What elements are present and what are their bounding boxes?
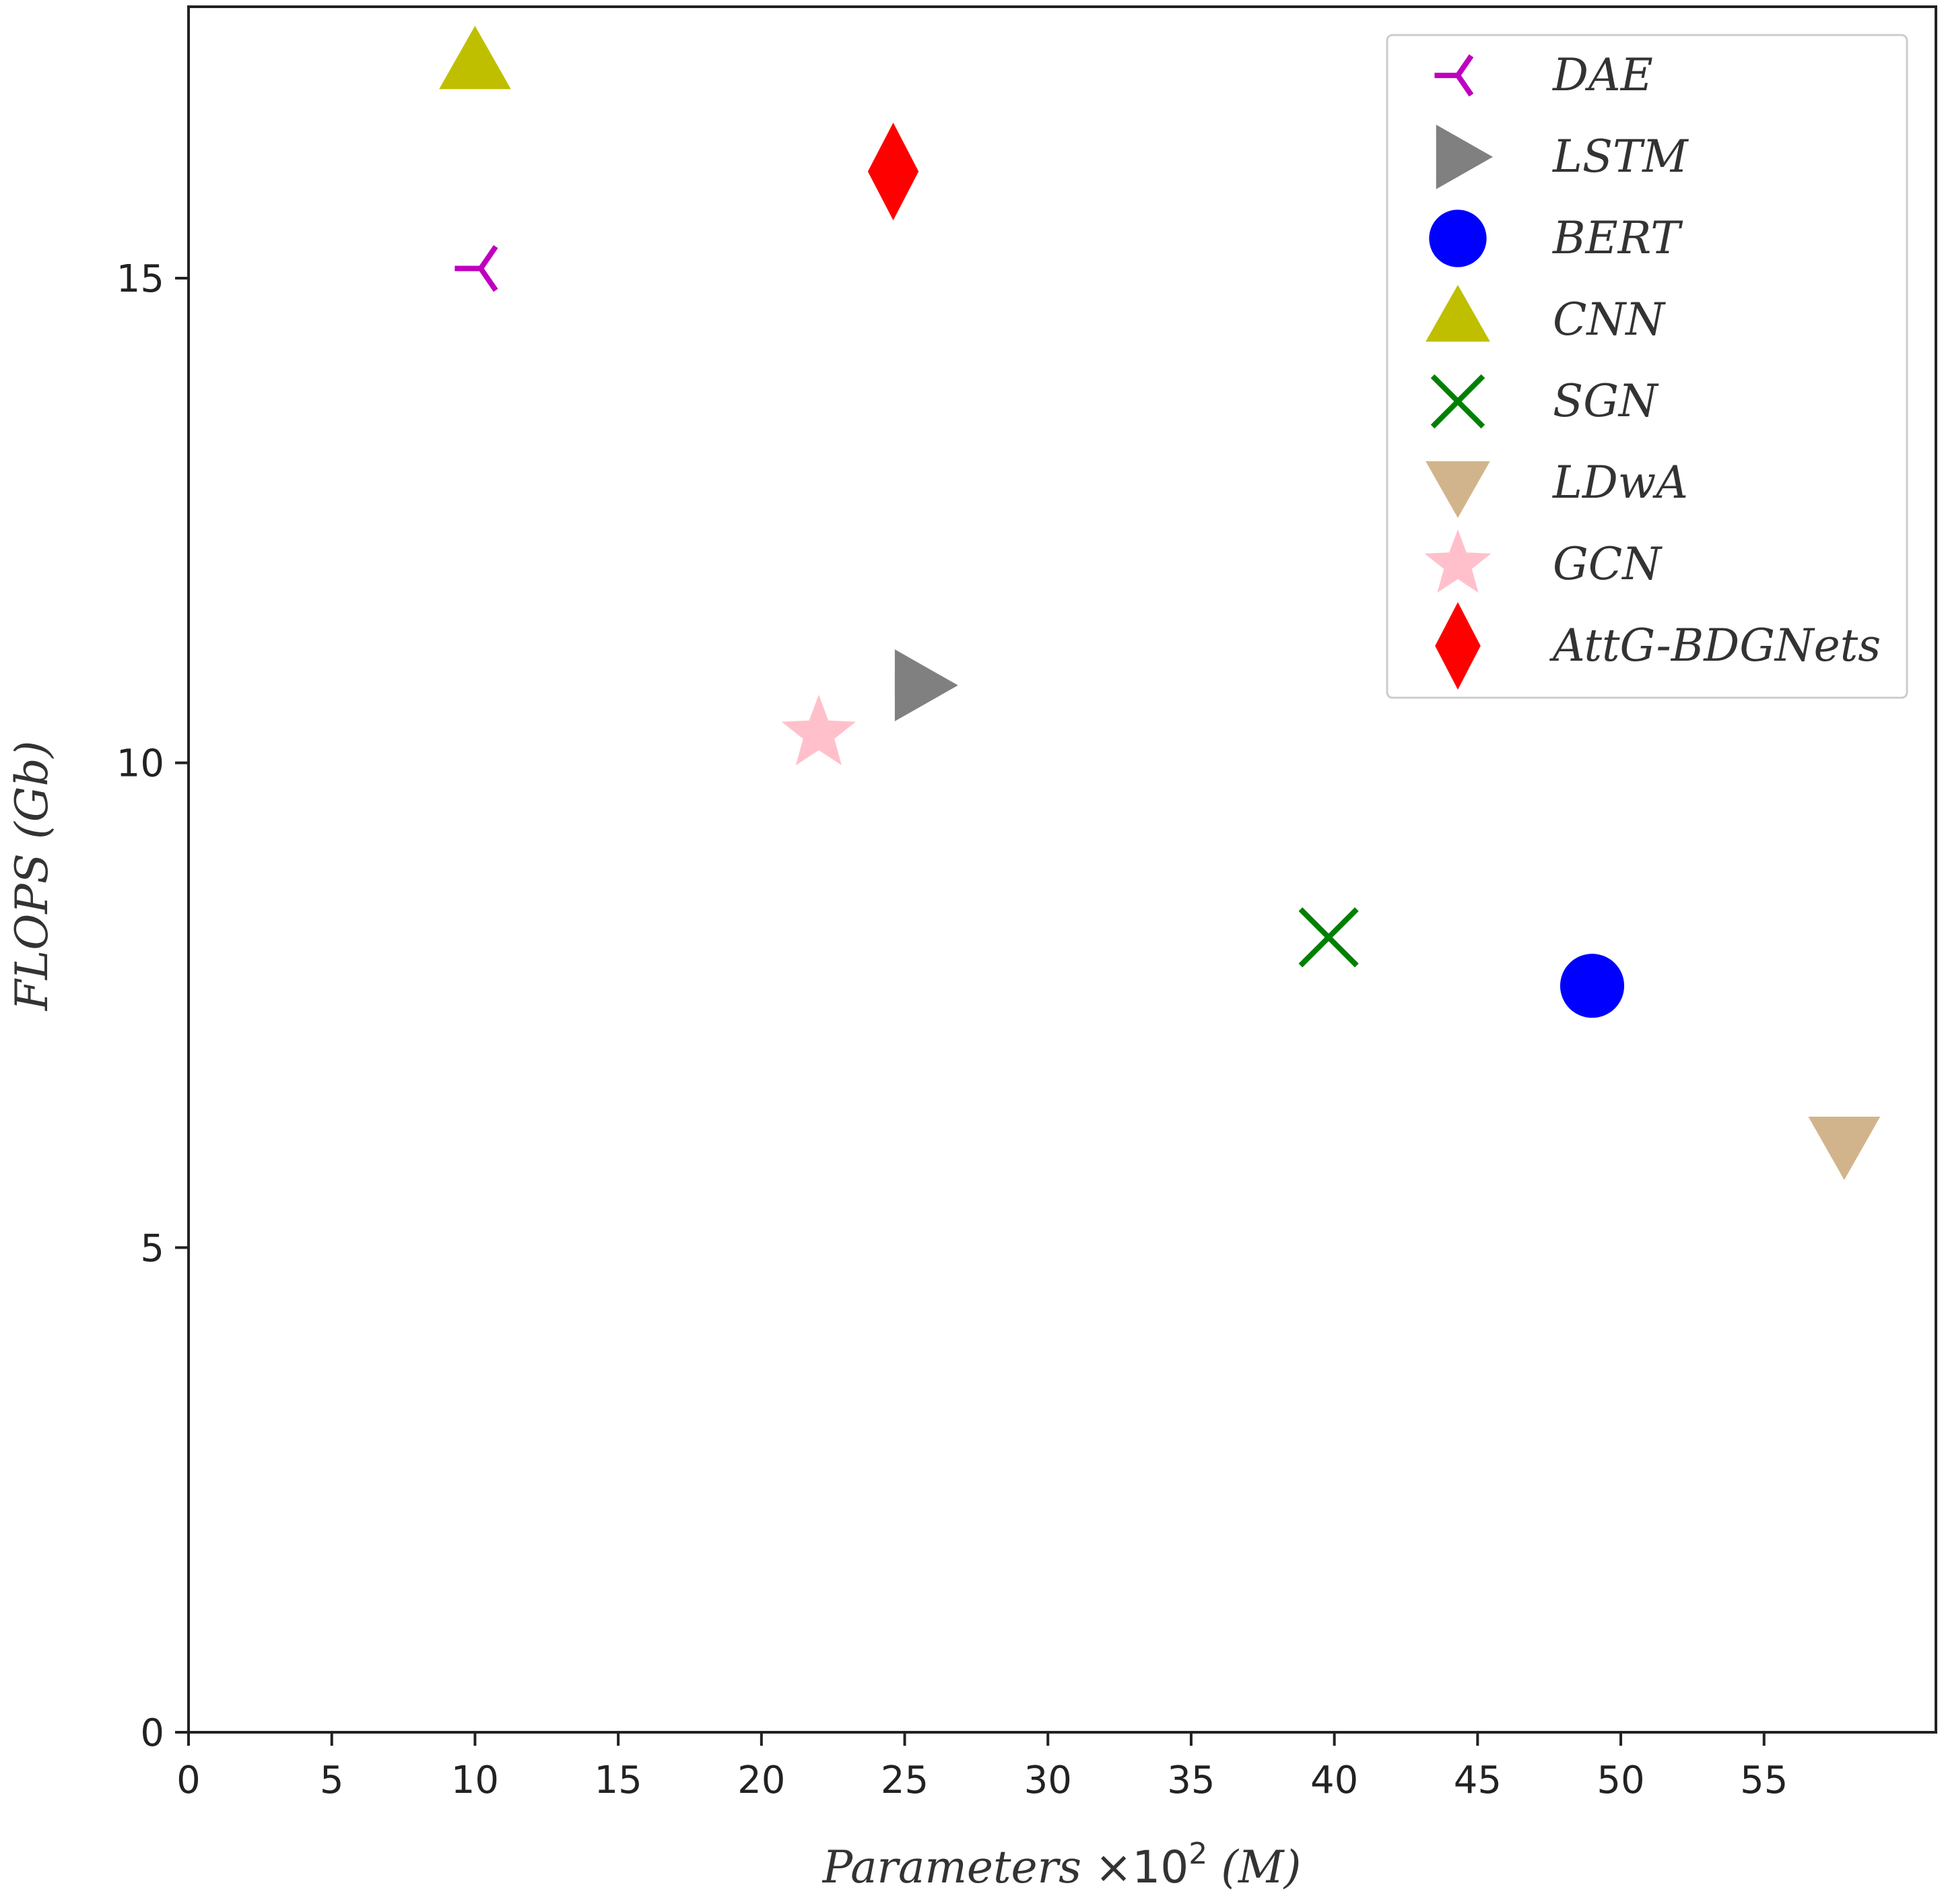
x-axis-title-multiplier: ×10 [1095,1841,1188,1893]
legend-label-lstm: LSTM [1552,131,1689,183]
x-axis-title-exponent: 2 [1188,1837,1207,1871]
legend-marker-gcn [1424,529,1491,593]
x-tick-label: 15 [594,1759,642,1802]
y-tick-label: 10 [116,742,164,786]
legend-label-dae: DAE [1552,49,1653,101]
legend-label-ldwa: LDwA [1552,457,1688,508]
x-tick-label: 50 [1597,1759,1644,1802]
x-axis-title: Parameters ×102 (M) [822,1837,1302,1893]
y-axis-ticks: 0 5 10 15 [116,257,189,1755]
legend-marker-attg-bdgnets [1435,602,1481,690]
legend-marker-ldwa [1426,461,1490,518]
legend-frame [1386,34,1908,699]
y-tick-label: 5 [140,1226,164,1270]
data-markers [439,26,1881,1181]
x-tick-label: 10 [451,1759,499,1802]
legend-marker-cnn [1426,285,1490,342]
data-point-gcn [781,694,857,766]
x-tick-label: 35 [1167,1759,1215,1802]
data-point-lstm [894,649,958,721]
y-tick-label: 0 [140,1711,164,1755]
data-point-sgn [1298,907,1359,968]
legend-marker-dae [1434,54,1474,97]
legend-label-sgn: SGN [1553,375,1659,427]
data-point-ldwa [1808,1117,1881,1181]
x-tick-label: 20 [737,1759,785,1802]
x-tick-label: 5 [320,1759,344,1802]
data-point-attg-bdgnets [867,123,919,221]
x-tick-label: 55 [1740,1759,1788,1802]
y-tick-label: 15 [116,257,164,301]
x-tick-label: 45 [1454,1759,1502,1802]
legend-marker-lstm [1436,125,1493,189]
x-tick-label: 40 [1310,1759,1358,1802]
legend-label-bert: BERT [1552,212,1683,264]
legend-marker-sgn [1430,374,1485,429]
legend: DAE LSTM BERT CNN SGN LDwA GCN AttG-BDGNets [1386,34,1908,699]
legend-marker-bert [1429,209,1487,267]
x-axis-ticks: 0 5 10 15 20 25 30 35 40 45 50 55 [176,1732,1788,1802]
data-point-bert [1560,954,1625,1018]
x-tick-label: 30 [1024,1759,1072,1802]
data-point-dae [455,244,498,292]
legend-label-gcn: GCN [1553,538,1663,590]
legend-label-attg-bdgnets: AttG-BDGNets [1549,620,1881,671]
y-axis-title: FLOPS (Gb) [6,741,58,1012]
x-tick-label: 0 [176,1759,201,1802]
data-point-cnn [439,26,511,90]
x-tick-label: 25 [881,1759,929,1802]
x-axis-title-unit: (M) [1221,1841,1301,1893]
legend-label-cnn: CNN [1553,294,1666,346]
x-axis-title-main: Parameters [822,1841,1081,1893]
